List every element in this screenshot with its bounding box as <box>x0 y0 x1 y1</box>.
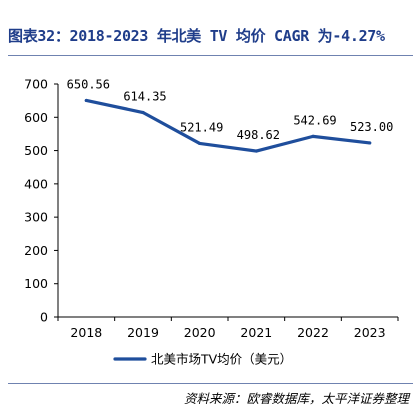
x-tick-label: 2022 <box>297 325 329 340</box>
data-label: 614.35 <box>123 90 166 104</box>
figure-title: 图表32：2018-2023 年北美 TV 均价 CAGR 为-4.27% <box>8 27 385 45</box>
series-line <box>84 98 372 153</box>
x-tick-label: 2021 <box>240 325 272 340</box>
x-tick-label: 2020 <box>184 325 216 340</box>
x-axis: 2018 2019 2020 2021 2022 2023 <box>57 316 399 340</box>
title-divider <box>8 55 413 56</box>
y-axis: 0 100 200 300 400 500 600 700 <box>24 77 59 325</box>
x-tick-label: 2023 <box>354 325 386 340</box>
y-tick-label: 600 <box>24 110 48 125</box>
series-layer <box>84 98 372 153</box>
data-label: 521.49 <box>180 120 223 134</box>
y-tick-label: 500 <box>24 143 48 158</box>
source-divider <box>8 383 413 384</box>
y-tick-label: 700 <box>24 77 48 92</box>
x-tick-label: 2019 <box>127 325 159 340</box>
data-label: 650.56 <box>67 77 110 91</box>
y-tick-label: 100 <box>24 276 48 291</box>
y-tick-label: 0 <box>40 310 48 325</box>
data-labels: 650.56 614.35 521.49 498.62 542.69 523.00 <box>67 77 394 142</box>
data-point <box>84 98 88 103</box>
data-label: 498.62 <box>237 128 280 142</box>
data-label: 542.69 <box>293 113 336 127</box>
data-point <box>198 141 202 146</box>
source-note: 资料来源：欧睿数据库，太平洋证券整理 <box>183 391 409 406</box>
y-tick-label: 300 <box>24 210 48 225</box>
legend-label: 北美市场TV均价（美元） <box>151 352 292 367</box>
data-point <box>368 141 372 145</box>
data-point <box>141 110 145 115</box>
data-label: 523.00 <box>350 120 393 134</box>
x-tick-label: 2018 <box>70 325 102 340</box>
legend: 北美市场TV均价（美元） <box>113 352 292 367</box>
y-tick-label: 200 <box>24 243 48 258</box>
data-point <box>254 149 258 153</box>
y-tick-label: 400 <box>24 176 48 191</box>
data-point <box>311 134 315 138</box>
